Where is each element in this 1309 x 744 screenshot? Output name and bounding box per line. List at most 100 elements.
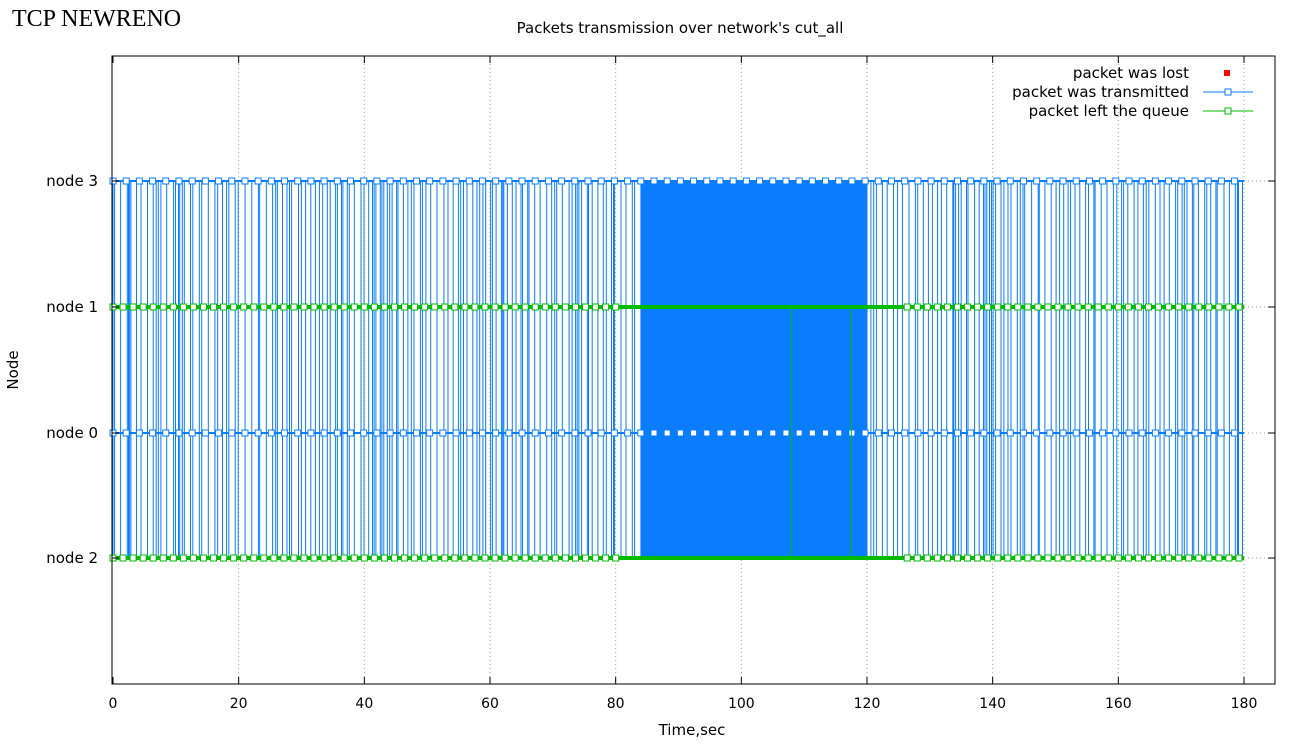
transmitted-marker (505, 429, 513, 437)
transmitted-marker (835, 177, 843, 185)
transmitted-marker (993, 177, 1001, 185)
queue-marker (1024, 554, 1032, 562)
queue-marker (360, 303, 368, 311)
queue-marker (1034, 554, 1042, 562)
queue-marker (471, 303, 479, 311)
queue-marker (139, 303, 147, 311)
queue-marker (179, 554, 187, 562)
transmitted-marker (835, 429, 843, 437)
transmitted-marker (254, 177, 262, 185)
transmitted-marker (624, 177, 632, 185)
transmitted-marker (1033, 429, 1041, 437)
queue-marker (169, 554, 177, 562)
queue-marker (592, 303, 600, 311)
queue-marker (1064, 303, 1072, 311)
queue-marker (250, 554, 258, 562)
queue-marker (149, 554, 157, 562)
queue-marker (964, 303, 972, 311)
x-axis-label: Time,sec (658, 721, 726, 739)
queue-marker (582, 554, 590, 562)
queue-marker (1064, 554, 1072, 562)
queue-marker (933, 303, 941, 311)
queue-marker (903, 554, 911, 562)
queue-marker (1175, 303, 1183, 311)
transmitted-marker (267, 429, 275, 437)
queue-marker (1084, 554, 1092, 562)
queue-marker (1124, 554, 1132, 562)
transmitted-marker (993, 429, 1001, 437)
transmitted-marker (465, 177, 473, 185)
x-tick-label: 0 (109, 696, 118, 712)
transmitted-marker (1006, 177, 1014, 185)
transmitted-marker (571, 177, 579, 185)
transmitted-marker (1191, 177, 1199, 185)
queue-marker (1074, 554, 1082, 562)
legend-label: packet was transmitted (1012, 83, 1189, 101)
queue-marker (933, 554, 941, 562)
queue-marker (923, 303, 931, 311)
transmitted-marker (1217, 429, 1225, 437)
queue-marker (1014, 303, 1022, 311)
queue-marker (602, 303, 610, 311)
queue-marker (1004, 554, 1012, 562)
transmitted-marker (135, 429, 143, 437)
transmitted-marker (861, 429, 869, 437)
queue-marker (551, 554, 559, 562)
queue-marker (561, 303, 569, 311)
transmitted-marker (1085, 177, 1093, 185)
queue-marker (390, 303, 398, 311)
transmitted-marker (320, 177, 328, 185)
transmitted-marker (518, 429, 526, 437)
transmitted-marker (149, 177, 157, 185)
queue-marker (350, 554, 358, 562)
transmitted-marker (558, 429, 566, 437)
transmitted-marker (452, 177, 460, 185)
transmitted-marker (320, 429, 328, 437)
transmitted-marker (624, 429, 632, 437)
transmitted-marker (729, 429, 737, 437)
transmitted-marker (492, 429, 500, 437)
transmitted-marker (650, 177, 658, 185)
transmitted-marker (795, 429, 803, 437)
queue-marker (602, 554, 610, 562)
queue-marker (411, 554, 419, 562)
transmitted-marker (135, 177, 143, 185)
transmitted-marker (386, 429, 394, 437)
queue-marker (360, 554, 368, 562)
queue-marker (1144, 303, 1152, 311)
x-tick-label: 140 (979, 696, 1006, 712)
queue-marker (984, 554, 992, 562)
queue-marker (441, 303, 449, 311)
transmitted-marker (888, 429, 896, 437)
queue-marker (461, 303, 469, 311)
transmitted-marker (597, 177, 605, 185)
transmitted-marker (940, 177, 948, 185)
series-transmitted (109, 177, 1244, 558)
queue-marker (280, 554, 288, 562)
transmitted-marker (927, 177, 935, 185)
queue-marker (1094, 554, 1102, 562)
queue-marker (521, 554, 529, 562)
queue-marker (913, 303, 921, 311)
transmitted-marker (386, 177, 394, 185)
transmitted-marker (874, 177, 882, 185)
queue-marker (390, 554, 398, 562)
x-axis-ticks: 0 20 40 60 80 100 120 140 160 180 (109, 56, 1257, 712)
transmitted-marker (584, 177, 592, 185)
transmitted-marker (505, 177, 513, 185)
transmitted-marker (1019, 177, 1027, 185)
transmitted-marker (162, 177, 170, 185)
queue-marker (501, 303, 509, 311)
transmitted-marker (412, 177, 420, 185)
queue-marker (1225, 554, 1233, 562)
queue-marker (612, 554, 620, 562)
transmitted-marker (795, 177, 803, 185)
queue-marker (1024, 303, 1032, 311)
queue-marker (199, 303, 207, 311)
transmitted-marker (267, 177, 275, 185)
transmitted-marker (597, 429, 605, 437)
y-axis-label: Node (4, 350, 22, 389)
transmitted-marker (1006, 429, 1014, 437)
transmitted-marker (848, 177, 856, 185)
transmitted-marker (650, 429, 658, 437)
